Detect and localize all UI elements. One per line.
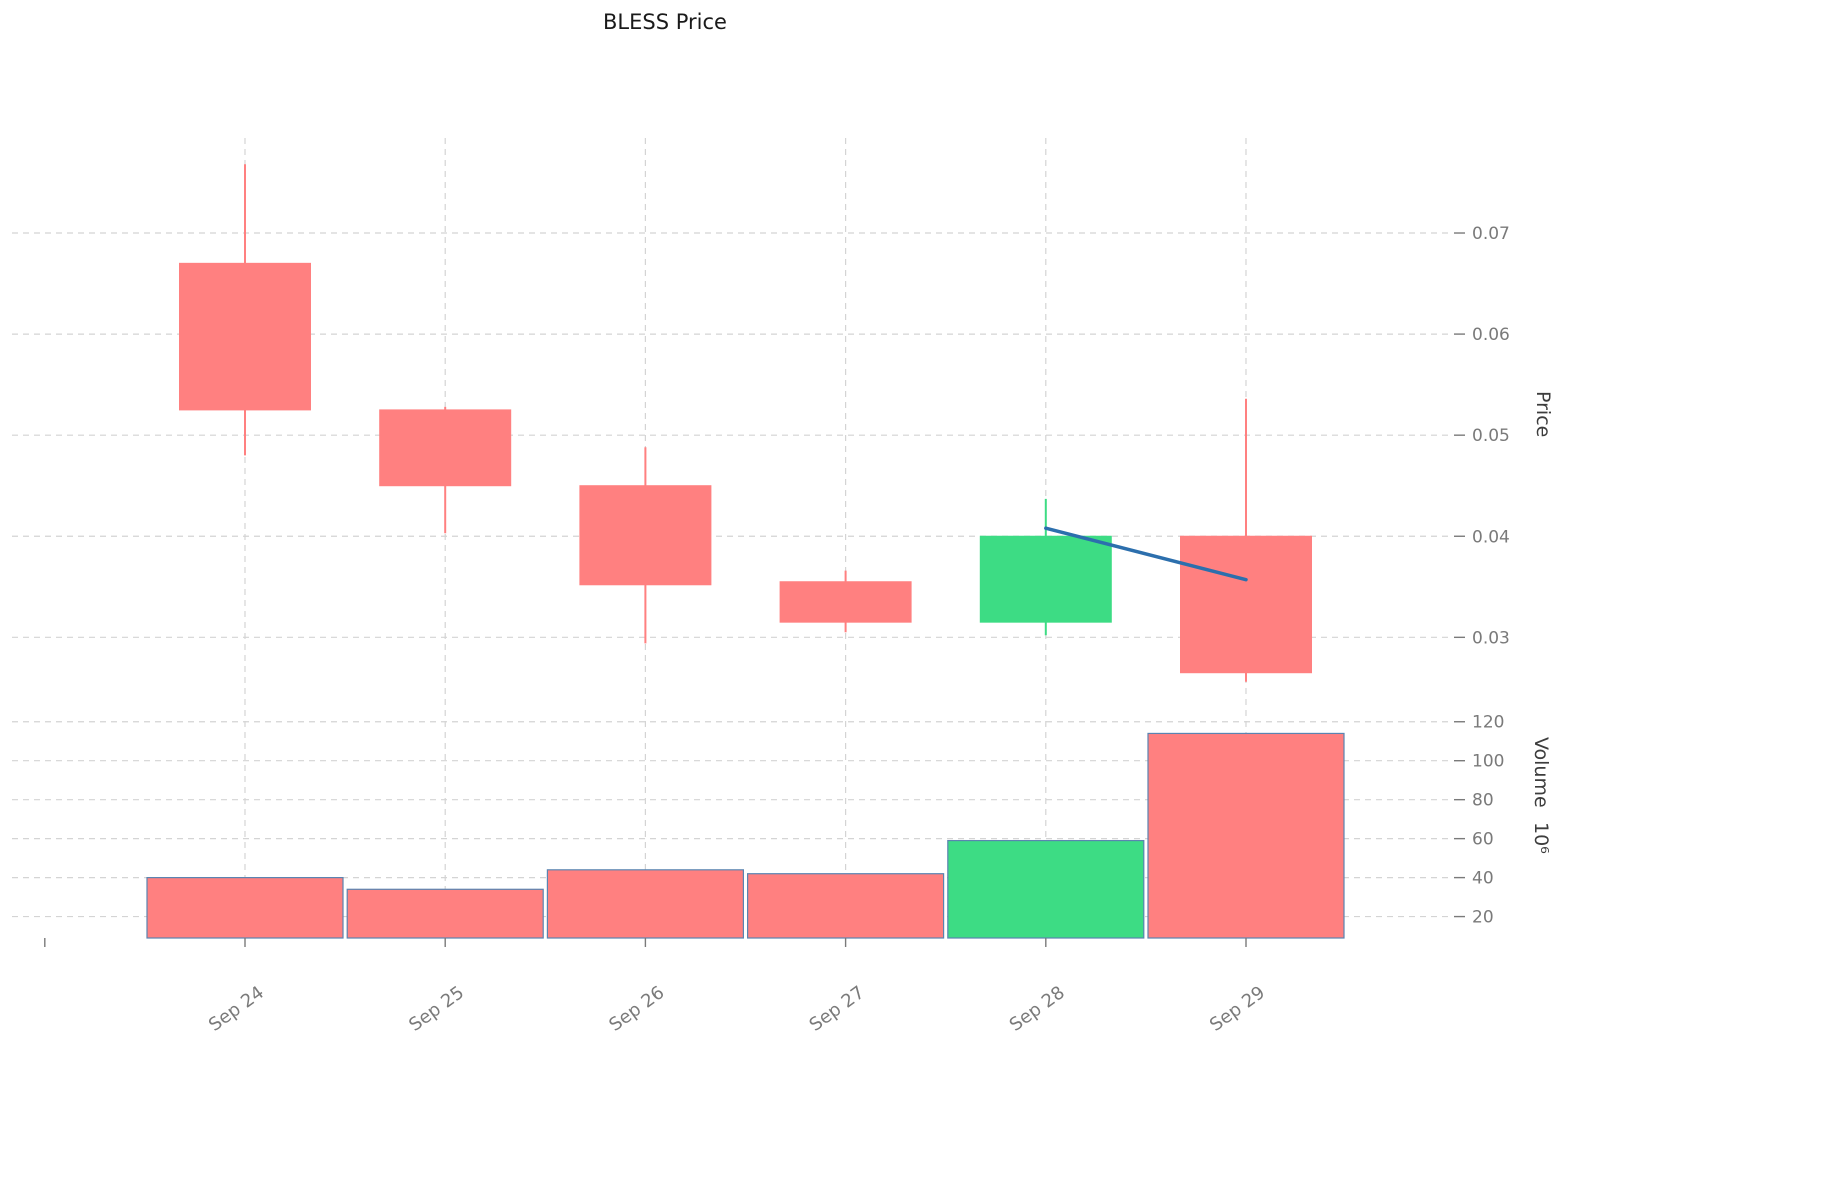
volume-tick-label: 40	[1472, 869, 1494, 889]
volume-tick-label: 20	[1472, 908, 1494, 928]
price-tick-label: 0.04	[1472, 527, 1510, 547]
volume-bar	[746, 873, 945, 939]
volume-axis-title: Volume 10⁶	[1530, 737, 1552, 853]
price-tick-label: 0.07	[1472, 224, 1510, 244]
volume-bar	[546, 869, 745, 939]
trend-line	[1044, 526, 1248, 582]
volume-bar	[947, 839, 1145, 939]
candle-body	[379, 409, 512, 487]
volume-axis-unit: 10⁶	[1530, 821, 1552, 854]
volume-bar	[1147, 732, 1345, 939]
candle-body	[179, 262, 311, 411]
candle-body	[979, 535, 1112, 623]
price-axis-title: Price	[1532, 391, 1554, 437]
x-tick-label: Sep 24	[205, 982, 268, 1036]
candle-body	[579, 485, 712, 586]
volume-tick-label: 120	[1472, 713, 1504, 733]
x-tick-label: Sep 27	[806, 982, 869, 1036]
volume-axis-title-text: Volume	[1530, 737, 1552, 808]
x-tick-label: Sep 29	[1206, 982, 1269, 1036]
volume-bar	[146, 877, 344, 939]
x-tick-label: Sep 28	[1006, 982, 1069, 1036]
price-axis-title-text: Price	[1532, 391, 1554, 438]
x-tick-label: Sep 25	[405, 982, 468, 1036]
volume-tick-label: 80	[1472, 791, 1494, 811]
price-tick-label: 0.06	[1472, 325, 1510, 345]
price-tick-label: 0.03	[1472, 628, 1510, 648]
chart-title: BLESS Price	[603, 10, 727, 34]
volume-tick-label: 60	[1472, 830, 1494, 850]
candle-body	[1180, 535, 1312, 674]
candle-body	[779, 581, 912, 623]
x-tick-label: Sep 26	[605, 982, 668, 1036]
volume-tick-label: 100	[1472, 752, 1504, 772]
price-tick-label: 0.05	[1472, 426, 1510, 446]
volume-bar	[346, 888, 544, 939]
